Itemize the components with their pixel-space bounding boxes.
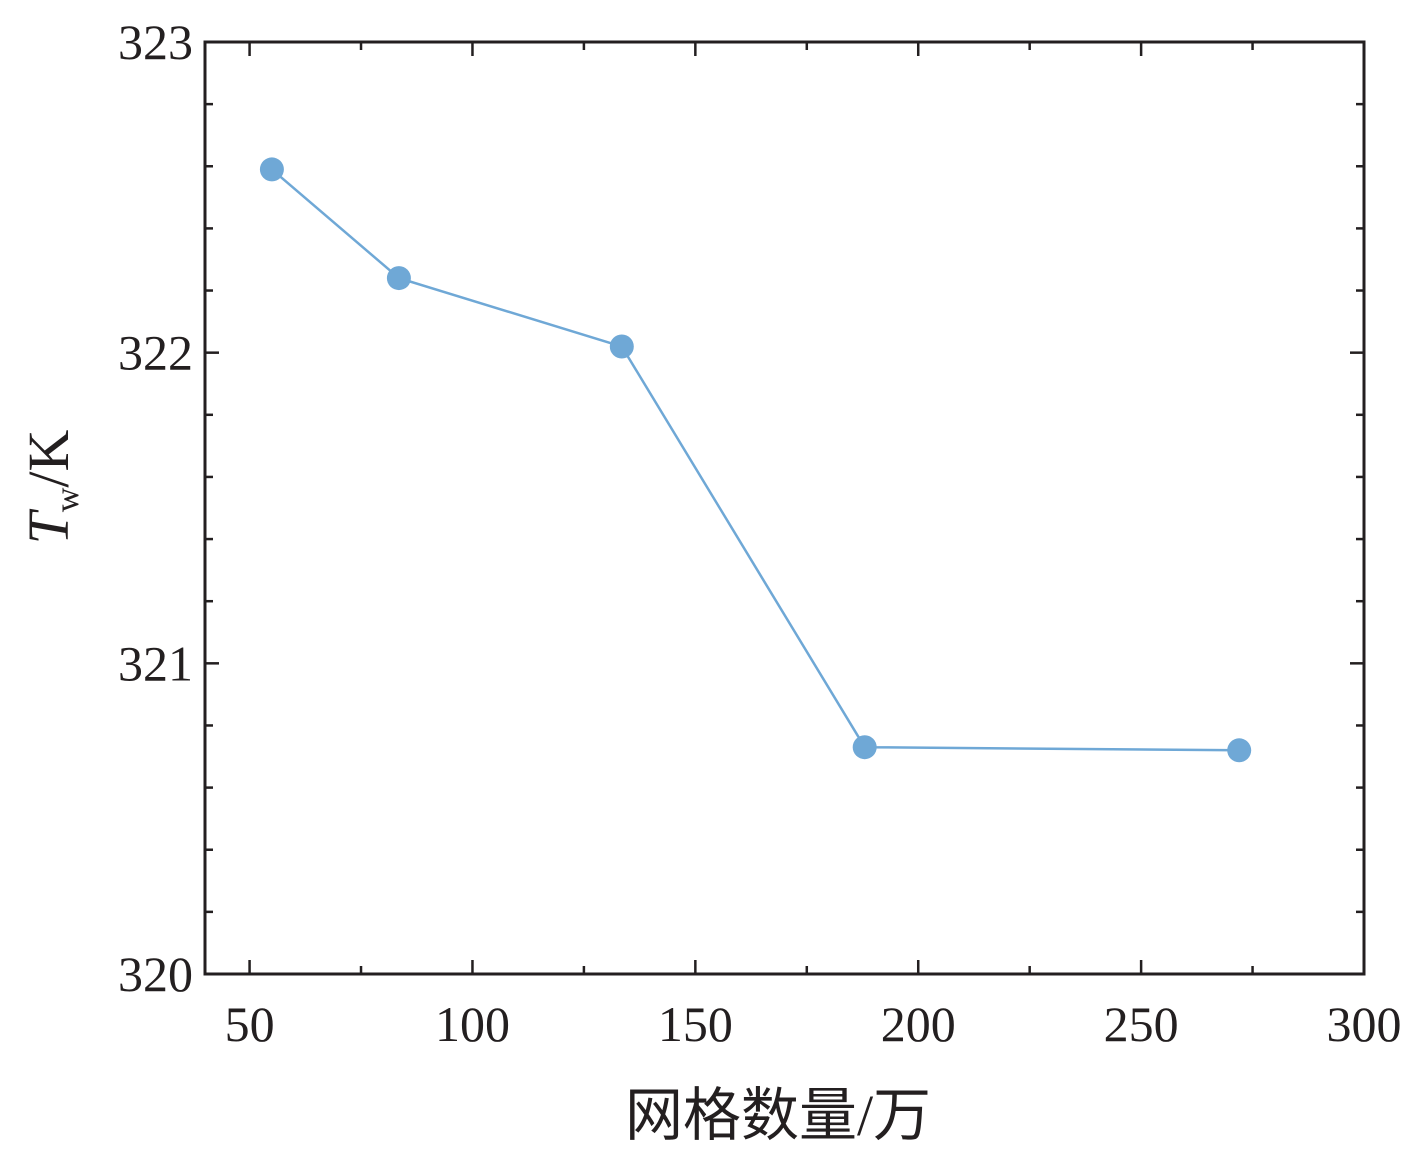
series xyxy=(259,157,1252,763)
x-tick-label: 100 xyxy=(435,996,510,1052)
data-point xyxy=(852,735,877,760)
y-axis-subscript: w xyxy=(49,487,86,512)
x-tick-label: 50 xyxy=(225,996,275,1052)
data-point xyxy=(1227,738,1252,763)
y-tick-label: 322 xyxy=(118,325,193,381)
x-axis-title: 网格数量/万 xyxy=(625,1083,931,1148)
series-line xyxy=(271,168,1240,752)
y-tick-label: 320 xyxy=(118,946,193,1002)
x-tick-label: 200 xyxy=(881,996,956,1052)
x-tick-label: 300 xyxy=(1327,996,1402,1052)
y-axis-title: Tw/K xyxy=(16,429,86,544)
data-point xyxy=(609,334,634,359)
data-point xyxy=(386,266,411,291)
y-tick-label: 321 xyxy=(118,635,193,691)
x-tick-label: 150 xyxy=(658,996,733,1052)
y-axis-symbol: T xyxy=(16,508,81,544)
y-tick-label: 323 xyxy=(118,14,193,70)
data-point xyxy=(259,157,284,182)
axes: 320 321 322 323 50 100 150 200 250 300 xyxy=(118,14,1402,1052)
plot-frame xyxy=(203,40,1366,976)
y-axis-unit: /K xyxy=(16,429,81,487)
x-tick-label: 250 xyxy=(1104,996,1179,1052)
